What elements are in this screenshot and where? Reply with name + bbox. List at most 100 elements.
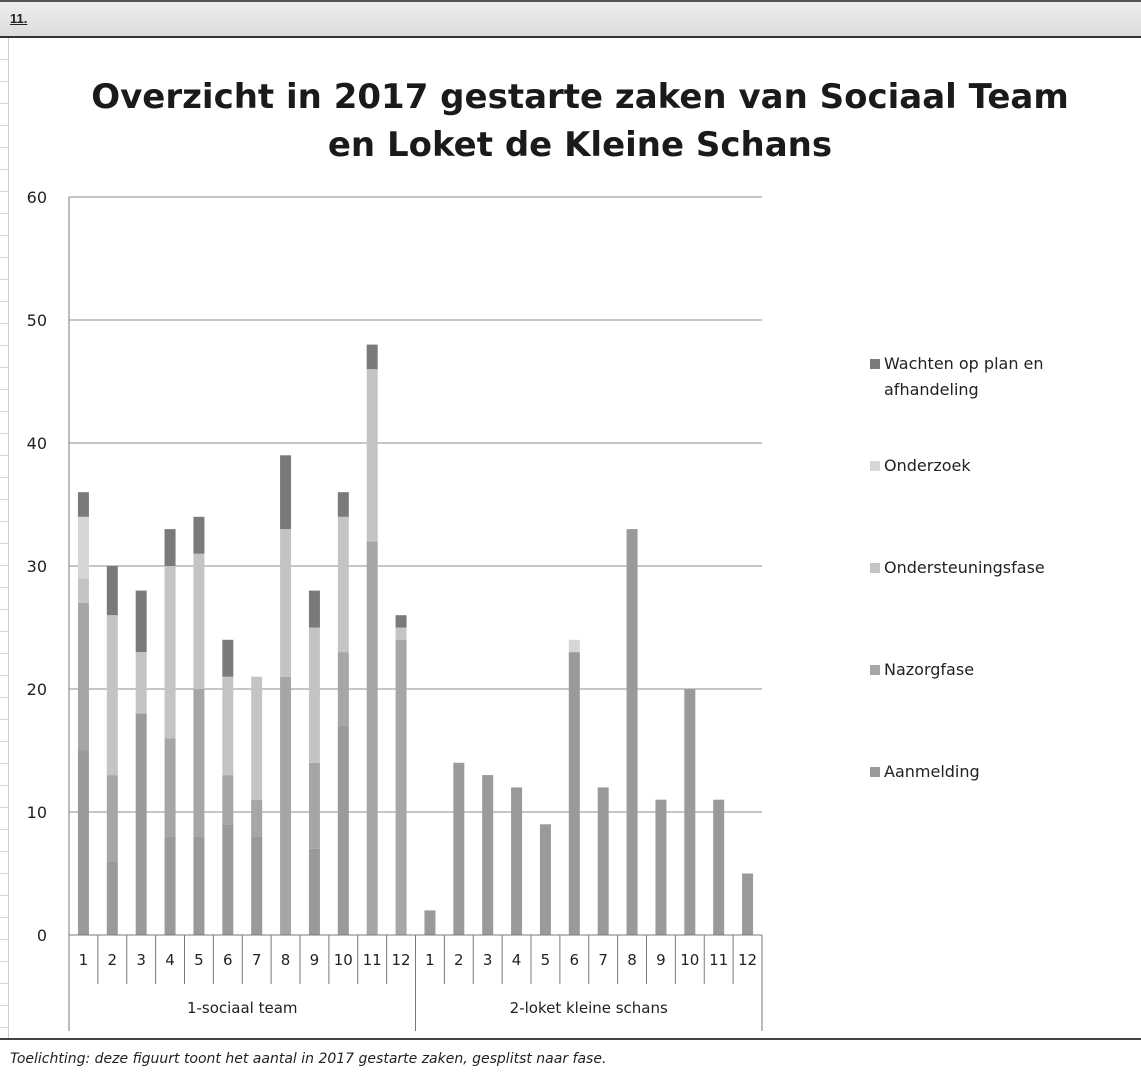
bar-segment-ondersteuningsfase — [337, 516, 349, 653]
group-label: 1-sociaal team — [187, 999, 298, 1017]
legend-label-line: Wachten op plan en — [884, 354, 1044, 373]
bar-segment-aanmelding — [742, 873, 754, 935]
left-gutter — [0, 38, 9, 1038]
y-tick-label: 50 — [27, 311, 47, 330]
chart-title-line-2: en Loket de Kleine Schans — [328, 125, 832, 165]
x-tick-label: 10 — [334, 951, 353, 969]
y-tick-label: 60 — [27, 188, 47, 207]
y-tick-label: 30 — [27, 557, 47, 576]
bar-segment-ondersteuningsfase — [135, 652, 147, 714]
x-tick-label: 5 — [541, 951, 551, 969]
caption-bar: Toelichting: deze figuurt toont het aant… — [0, 1038, 1141, 1088]
y-tick-label: 0 — [37, 926, 47, 945]
bar-segment-aanmelding — [164, 836, 176, 935]
x-axis: 1 2 3 4 5 6 7 8 9 10 11 12 1 2 3 4 5 6 7 8 9 10 11 121-sociaal … — [68, 934, 763, 1031]
legend-label-line: afhandeling — [884, 380, 979, 399]
bar-segment-aanmelding — [539, 824, 551, 935]
bar-segment-ondersteuningsfase — [77, 578, 89, 603]
y-tick-label: 10 — [27, 803, 47, 822]
figure-caption: Toelichting: deze figuurt toont het aant… — [10, 1051, 607, 1067]
x-tick-label: 6 — [223, 951, 233, 969]
legend: Wachten op plan en afhandeling Onderzoek On… — [870, 354, 1045, 781]
bar-segment-ondersteuningsfase — [366, 369, 378, 542]
bar-segment-nazorgfase — [395, 639, 407, 935]
bar-segment-nazorgfase — [337, 652, 349, 726]
bar-segment-nazorgfase — [222, 775, 234, 825]
y-axis: 0 10 20 30 40 50 60 — [27, 188, 70, 945]
bar-segment-aanmelding — [106, 861, 118, 935]
bar-segment-wachten-op-plan-en-afhandeling — [395, 615, 407, 628]
x-tick-label: 11 — [709, 951, 728, 969]
bar-segment-aanmelding — [424, 910, 436, 935]
x-tick-label: 12 — [392, 951, 411, 969]
group-label: 2-loket kleine schans — [510, 999, 668, 1017]
bar-segment-aanmelding — [655, 799, 667, 935]
bar-segment-nazorgfase — [308, 762, 320, 849]
x-tick-label: 1 — [79, 951, 89, 969]
x-tick-label: 4 — [165, 951, 175, 969]
x-tick-label: 11 — [363, 951, 382, 969]
y-tick-label: 20 — [27, 680, 47, 699]
bar-segment-nazorgfase — [193, 689, 205, 837]
bar-segment-nazorgfase — [77, 602, 89, 751]
bar-segment-aanmelding — [626, 529, 638, 935]
x-tick-label: 2 — [108, 951, 118, 969]
bar-segment-wachten-op-plan-en-afhandeling — [106, 566, 118, 616]
bar-segment-aanmelding — [453, 762, 465, 935]
bar-segment-aanmelding — [135, 713, 147, 935]
bar-segment-wachten-op-plan-en-afhandeling — [193, 516, 205, 554]
bar-segment-aanmelding — [77, 750, 89, 935]
x-tick-label: 8 — [281, 951, 291, 969]
bar-segment-ondersteuningsfase — [280, 529, 292, 677]
section-number: 11. — [10, 11, 28, 26]
bar-segment-wachten-op-plan-en-afhandeling — [308, 590, 320, 628]
section-header: 11. — [0, 0, 1141, 38]
bar-segment-onderzoek — [77, 516, 89, 579]
x-tick-label: 4 — [512, 951, 522, 969]
bar-segment-nazorgfase — [106, 775, 118, 862]
bar-segment-ondersteuningsfase — [395, 627, 407, 640]
bar-segment-wachten-op-plan-en-afhandeling — [280, 455, 292, 530]
x-tick-label: 9 — [656, 951, 666, 969]
bar-segment-aanmelding — [511, 787, 523, 935]
bar-segment-aanmelding — [684, 689, 696, 935]
legend-label-line: Onderzoek — [884, 456, 971, 475]
bar-segment-nazorgfase — [366, 541, 378, 935]
x-tick-label: 8 — [627, 951, 637, 969]
bar-segment-nazorgfase — [251, 799, 263, 837]
bar-segment-wachten-op-plan-en-afhandeling — [135, 590, 147, 653]
bar-segment-wachten-op-plan-en-afhandeling — [366, 344, 378, 370]
legend-label-line: Nazorgfase — [884, 660, 974, 679]
bar-segment-aanmelding — [568, 652, 580, 935]
bar-segment-wachten-op-plan-en-afhandeling — [222, 639, 234, 677]
bar-segment-aanmelding — [713, 799, 725, 935]
bar-segment-ondersteuningsfase — [251, 676, 263, 800]
bar-segment-ondersteuningsfase — [106, 615, 118, 776]
legend-label: Aanmelding — [884, 762, 980, 781]
x-tick-label: 3 — [483, 951, 493, 969]
bar-segment-nazorgfase — [164, 738, 176, 837]
legend-swatch — [870, 665, 880, 675]
bar-segment-ondersteuningsfase — [193, 553, 205, 689]
chart-title-line-1: Overzicht in 2017 gestarte zaken van Soc… — [91, 77, 1069, 117]
bar-segment-aanmelding — [308, 848, 320, 935]
bar-segment-aanmelding — [337, 725, 349, 935]
x-tick-label: 3 — [136, 951, 146, 969]
bar-segment-aanmelding — [193, 836, 205, 935]
x-tick-label: 10 — [680, 951, 699, 969]
bar-segment-aanmelding — [251, 836, 263, 935]
bar-segment-aanmelding — [597, 787, 609, 935]
legend-swatch — [870, 563, 880, 573]
x-tick-label: 12 — [738, 951, 757, 969]
stacked-bar-chart: Overzicht in 2017 gestarte zaken van Soc… — [27, 77, 1069, 1031]
bar-segment-wachten-op-plan-en-afhandeling — [164, 529, 176, 566]
legend-label-line: Ondersteuningsfase — [884, 558, 1045, 577]
legend-swatch — [870, 767, 880, 777]
legend-swatch — [870, 461, 880, 471]
legend-label: Wachten op plan en afhandeling — [884, 354, 1044, 399]
x-tick-label: 7 — [598, 951, 608, 969]
legend-label-line: Aanmelding — [884, 762, 980, 781]
bar-segment-ondersteuningsfase — [164, 566, 176, 739]
legend-label: Onderzoek — [884, 456, 971, 475]
bar-segment-wachten-op-plan-en-afhandeling — [77, 492, 89, 517]
